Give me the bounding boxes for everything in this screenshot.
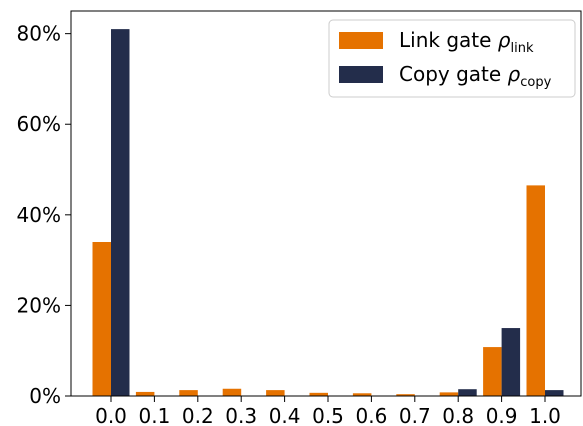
- x-axis-ticks: 0.0 0.1 0.2 0.3 0.4 0.5 0.6 0.7 0.8 0.9 1.0: [95, 396, 561, 426]
- bar-link-1.0: [526, 185, 545, 396]
- x-tick-label: 0.4: [269, 404, 301, 426]
- bars: [92, 29, 564, 397]
- legend: Link gate ρlink Copy gate ρcopy: [328, 19, 576, 98]
- x-tick-label: 0.8: [442, 404, 474, 426]
- legend-swatch-link: [339, 32, 383, 49]
- bar-link-0.4: [266, 390, 285, 396]
- y-tick-label: 40%: [17, 203, 61, 227]
- y-tick-label: 0%: [29, 384, 61, 408]
- x-tick-label: 0.2: [182, 404, 214, 426]
- bar-link-0.7: [396, 394, 415, 396]
- x-tick-label: 0.5: [312, 404, 344, 426]
- bar-link-0.5: [309, 392, 328, 396]
- y-tick-label: 20%: [17, 293, 61, 317]
- x-tick-label: 0.7: [399, 404, 431, 426]
- bar-copy-0.8: [458, 389, 477, 396]
- legend-label-link: Link gate ρlink: [399, 28, 534, 56]
- legend-swatch-copy: [339, 66, 383, 83]
- bar-link-0.9: [483, 347, 502, 396]
- x-tick-label: 0.6: [355, 404, 387, 426]
- plot-frame: [70, 10, 582, 397]
- bar-copy-1.0: [545, 390, 564, 396]
- bar-copy-0.9: [501, 328, 521, 396]
- bar-link-0.6: [352, 393, 372, 396]
- x-tick-label: 0.3: [225, 404, 257, 426]
- bar-link-0.8: [439, 392, 459, 396]
- bar-link-0.2: [179, 390, 198, 396]
- x-tick-label: 0.0: [95, 404, 127, 426]
- x-tick-label: 0.1: [138, 404, 170, 426]
- legend-label-copy: Copy gate ρcopy: [399, 62, 552, 90]
- x-tick-label: 0.9: [486, 404, 518, 426]
- bar-link-0.0: [92, 242, 111, 396]
- bar-link-0.3: [222, 388, 242, 396]
- y-tick-label: 60%: [17, 112, 61, 136]
- bar-link-0.1: [135, 391, 155, 396]
- x-tick-label: 1.0: [529, 404, 561, 426]
- y-tick-label: 80%: [17, 22, 61, 46]
- legend-box: [328, 19, 576, 98]
- y-axis-ticks: 0% 20% 40% 60% 80%: [17, 22, 71, 408]
- bar-copy-0.0: [111, 29, 130, 397]
